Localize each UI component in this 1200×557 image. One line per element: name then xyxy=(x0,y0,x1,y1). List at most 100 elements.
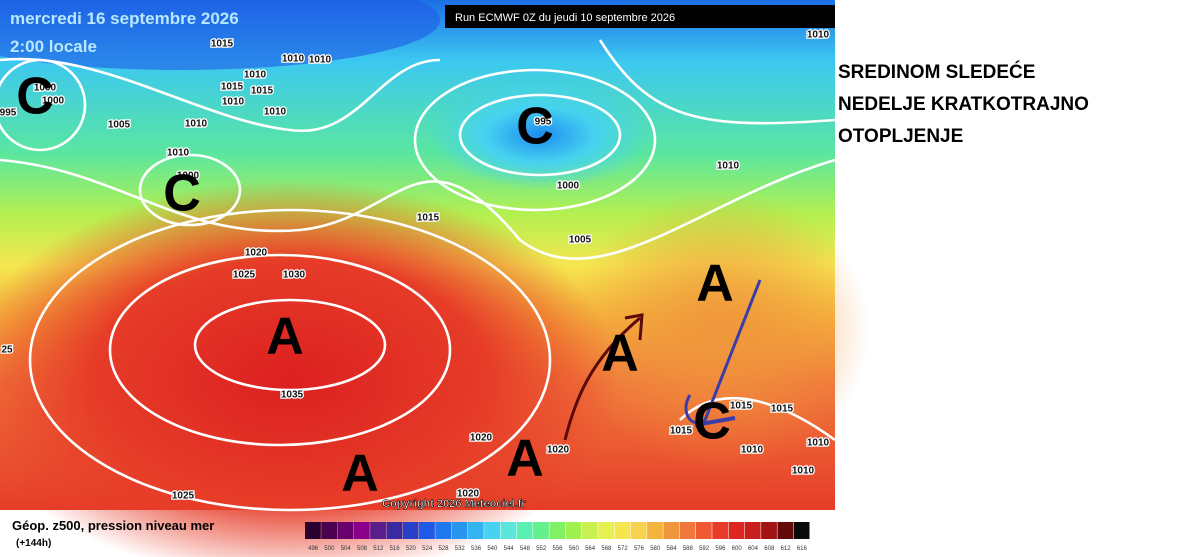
legend-lead: (+144h) xyxy=(16,538,51,549)
isobar-label: 1005 xyxy=(569,235,592,246)
scale-label: 532 xyxy=(455,546,466,552)
scale-swatch xyxy=(467,522,484,539)
isobar-label: 1010 xyxy=(792,466,815,477)
scale-label: 500 xyxy=(324,546,335,552)
isobar-label: 1010 xyxy=(807,438,830,449)
isobar-label: 1010 xyxy=(222,97,245,108)
isobar-label: 1020 xyxy=(457,489,480,500)
scale-swatch xyxy=(549,522,566,539)
scale-swatch xyxy=(402,522,419,539)
scale-swatch xyxy=(386,522,403,539)
scale-swatch xyxy=(533,522,549,539)
isobar-label: 1015 xyxy=(417,213,440,224)
isobar-label: 1010 xyxy=(807,30,830,41)
scale-label: 592 xyxy=(699,546,710,552)
scale-label: 552 xyxy=(536,546,547,552)
caption-line: OTOPLJENJE xyxy=(838,126,963,147)
pressure-center: A xyxy=(506,430,544,488)
scale-swatch xyxy=(353,522,370,539)
pressure-center: A xyxy=(601,325,639,383)
scale-label: 556 xyxy=(552,546,563,552)
legend-title: Géop. z500, pression niveau mer xyxy=(12,518,214,533)
scale-swatch xyxy=(370,522,386,539)
isobar-label: 1010 xyxy=(264,107,287,118)
color-scale: 496 500 504 508 512 516 520 524 528 532 536 540 544 5… xyxy=(305,522,810,552)
scale-label: 504 xyxy=(341,546,352,552)
scale-swatch xyxy=(337,522,354,539)
scale-label: 588 xyxy=(683,546,694,552)
scale-label: 612 xyxy=(781,546,792,552)
isobar-label: 1015 xyxy=(251,86,274,97)
isobar-label: 1015 xyxy=(221,82,244,93)
isobar-label: 1010 xyxy=(717,161,740,172)
scale-swatch xyxy=(435,522,452,539)
isobar-label: 1020 xyxy=(470,433,493,444)
scale-swatch xyxy=(695,522,712,539)
isobar-label: 995 xyxy=(0,108,17,119)
scale-swatch xyxy=(793,522,810,539)
run-label: Run ECMWF 0Z du jeudi 10 septembre 2026 xyxy=(455,12,675,24)
isobar-label: 1010 xyxy=(282,54,305,65)
isobar-label: 1015 xyxy=(730,401,753,412)
scale-label: 536 xyxy=(471,546,482,552)
scale-label: 512 xyxy=(373,546,384,552)
pressure-center: A xyxy=(341,445,379,503)
date-label: mercredi 16 septembre 2026 xyxy=(10,9,239,28)
map: Run ECMWF 0Z du jeudi 10 septembre 2026 … xyxy=(0,0,870,557)
scale-swatch xyxy=(663,522,680,539)
scale-swatch xyxy=(451,522,468,539)
isobar-label: 1015 xyxy=(771,404,794,415)
isobar-label: 1015 xyxy=(211,39,234,50)
scale-swatch xyxy=(305,522,321,539)
scale-label: 604 xyxy=(748,546,759,552)
scale-swatch xyxy=(484,522,500,539)
scale-label: 548 xyxy=(520,546,531,552)
isobar-label: 1010 xyxy=(309,55,332,66)
scale-swatch xyxy=(614,522,631,539)
scale-label: 508 xyxy=(357,546,368,552)
pressure-center: C xyxy=(516,98,554,156)
isobar-label: 1000 xyxy=(42,96,65,107)
scale-label: 572 xyxy=(618,546,629,552)
scale-swatch xyxy=(598,522,615,539)
pressure-center: C xyxy=(693,393,731,451)
isobar-label: 1010 xyxy=(185,119,208,130)
scale-swatch xyxy=(321,522,338,539)
isobar-label: 1000 xyxy=(34,83,57,94)
scale-label: 576 xyxy=(634,546,645,552)
scale-swatch xyxy=(777,522,794,539)
scale-label: 520 xyxy=(406,546,417,552)
scale-swatch xyxy=(516,522,533,539)
isobar-label: 1010 xyxy=(244,70,267,81)
pressure-center: C xyxy=(163,165,201,223)
copyright: Copyright 2026 Meteociel.fr xyxy=(382,498,526,510)
scale-label: 600 xyxy=(732,546,743,552)
pressure-center: A xyxy=(696,255,734,313)
isobar-label: 1000 xyxy=(177,171,200,182)
scale-swatch xyxy=(679,522,696,539)
scale-swatch xyxy=(712,522,729,539)
caption-line: NEDELJE KRATKOTRAJNO xyxy=(838,94,1089,115)
scale-label: 580 xyxy=(650,546,661,552)
scale-label: 524 xyxy=(422,546,433,552)
caption-line: SREDINOM SLEDEĆE xyxy=(838,61,1035,83)
scale-swatch xyxy=(500,522,517,539)
isobar-label: 1035 xyxy=(281,390,304,401)
scale-swatch xyxy=(761,522,777,539)
scale-swatch xyxy=(744,522,761,539)
scale-swatch xyxy=(728,522,745,539)
scale-label: 560 xyxy=(569,546,580,552)
scale-label: 516 xyxy=(390,546,401,552)
isobar-label: 1030 xyxy=(283,270,306,281)
scale-swatch xyxy=(647,522,663,539)
scale-label: 608 xyxy=(764,546,775,552)
isobar-label: 1010 xyxy=(741,445,764,456)
isobar-label: 1020 xyxy=(547,445,570,456)
scale-swatch xyxy=(630,522,647,539)
pressure-center: C xyxy=(16,68,54,126)
scale-label: 596 xyxy=(715,546,726,552)
scale-swatch xyxy=(581,522,598,539)
isobar-label: 1025 xyxy=(172,491,195,502)
scale-label: 616 xyxy=(797,546,808,552)
